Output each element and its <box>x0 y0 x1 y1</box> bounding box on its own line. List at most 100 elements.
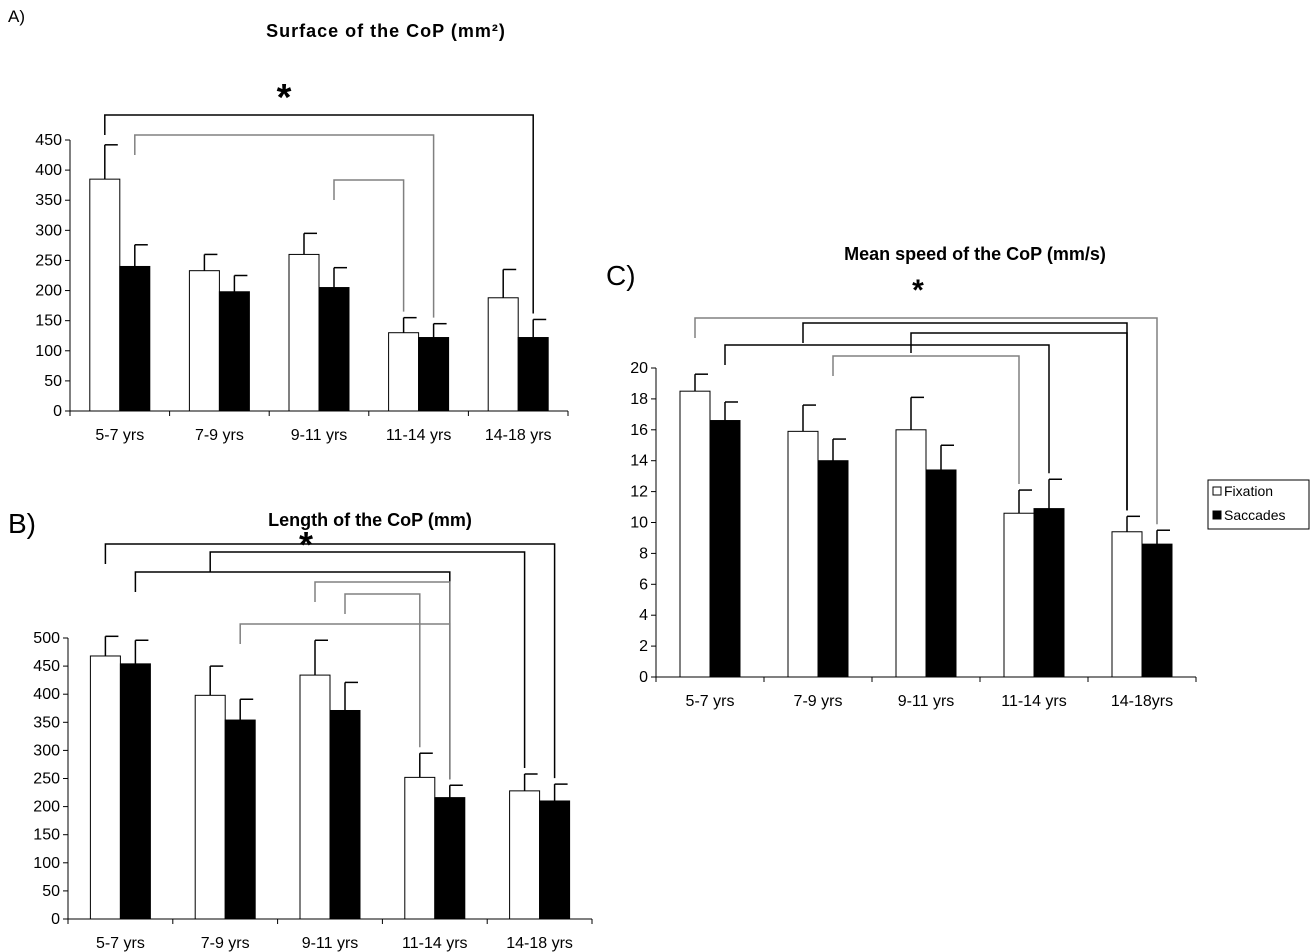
legend-swatch-saccades <box>1212 510 1222 520</box>
panel-b-y-tick-label: 250 <box>33 771 60 788</box>
panel-a-x-tick-label: 14-18 yrs <box>485 427 552 444</box>
panel-b-significance-bracket <box>239 623 451 780</box>
panel-c-y-tick-label: 18 <box>630 391 648 408</box>
panel-a: A) Surface of the CoP (mm²) * 0 50 100 150 2… <box>8 7 569 444</box>
panel-a-y-tick-label: 200 <box>35 283 62 300</box>
panel-c-y-tick-label: 20 <box>630 360 648 377</box>
panel-c-y-tick-label: 0 <box>639 669 648 686</box>
panel-b-y-tick-label: 400 <box>33 686 60 703</box>
panel-a-bar-fixation <box>288 253 320 412</box>
panel-b-y-tick-label: 200 <box>33 799 60 816</box>
panel-b-x-tick-label: 14-18 yrs <box>506 935 573 952</box>
panel-a-y-tick-label: 300 <box>35 222 62 239</box>
panel-a-bar-fixation <box>89 178 121 412</box>
panel-a-y-tick-label: 50 <box>44 373 62 390</box>
panel-b-x-tick-label: 7-9 yrs <box>201 935 250 952</box>
panel-c-bar-fixation <box>1003 512 1035 678</box>
panel-a-y-tick-label: 450 <box>35 132 62 149</box>
panel-b-bar-fixation <box>299 674 331 920</box>
panel-a-bar-saccades <box>218 291 250 412</box>
panel-c-bar-fixation <box>1111 531 1143 678</box>
panel-a-bar-fixation <box>388 332 420 412</box>
panel-b: B) Length of the CoP (mm) * 050100150200… <box>8 508 593 952</box>
panel-c-x-tick-label: 7-9 yrs <box>794 693 843 710</box>
panel-b-significance-bracket <box>344 593 421 748</box>
panel-a-significance-bracket <box>104 114 534 314</box>
panel-c-bar-saccades <box>1141 543 1173 678</box>
panel-a-bar-fixation <box>188 270 220 412</box>
panel-c-title: Mean speed of the CoP (mm/s) <box>844 244 1106 264</box>
panel-a-bar-fixation <box>487 297 519 412</box>
panel-a-x-tick-label: 7-9 yrs <box>195 427 244 444</box>
panel-b-bar-fixation <box>509 790 541 920</box>
panel-a-x-tick-label: 9-11 yrs <box>291 427 348 444</box>
panel-b-y-tick-label: 150 <box>33 827 60 844</box>
panel-c-x-tick-label: 14-18yrs <box>1111 693 1173 710</box>
panel-b-bar-saccades <box>119 663 151 920</box>
panel-c-significance-bracket <box>832 355 1020 485</box>
panel-b-bar-saccades <box>539 800 571 920</box>
panel-a-significance-star: * <box>277 77 292 119</box>
panel-c-bar-chart: 0 2 4 6 8 10 12 14 16 18 20 5-7 yrs 7-9 yrs 9-11 yrs 1… <box>630 317 1197 710</box>
panel-b-bar-fixation <box>404 776 436 920</box>
panel-c-y-tick-label: 16 <box>630 422 648 439</box>
panel-c-x-tick-label: 5-7 yrs <box>686 693 735 710</box>
panel-c-significance-star: * <box>912 274 924 307</box>
panel-c-bar-saccades <box>925 469 957 678</box>
panel-c-y-tick-label: 12 <box>630 484 648 501</box>
panel-c-significance-bracket <box>724 344 1050 474</box>
panel-b-bar-saccades <box>329 709 361 920</box>
panel-b-title: Length of the CoP (mm) <box>268 510 472 530</box>
panel-a-bar-saccades <box>418 337 450 412</box>
panel-b-significance-bracket <box>209 551 526 769</box>
panel-b-y-tick-label: 450 <box>33 658 60 675</box>
legend-box <box>1207 479 1310 530</box>
panel-c-bar-fixation <box>895 429 927 678</box>
legend-swatch-fixation <box>1212 486 1222 496</box>
legend-label-fixation: Fixation <box>1224 483 1273 499</box>
panel-b-y-tick-label: 300 <box>33 742 60 759</box>
panel-a-y-tick-label: 350 <box>35 192 62 209</box>
panel-b-x-tick-label: 11-14 yrs <box>402 935 468 952</box>
panel-b-bar-chart: 0 50 100 150 200 250 300 350 400 450 500 5-7 yrs 7-9… <box>33 543 593 952</box>
panel-b-y-tick-label: 0 <box>51 911 60 928</box>
panel-b-y-tick-label: 500 <box>33 630 60 647</box>
panel-c-significance-bracket <box>802 322 1128 511</box>
panel-b-label: B) <box>8 508 36 539</box>
panel-b-significance-bracket <box>134 571 451 780</box>
panel-a-bar-saccades <box>119 265 151 412</box>
panel-a-y-tick-label: 150 <box>35 313 62 330</box>
panel-b-significance-bracket <box>104 543 556 779</box>
panel-a-y-tick-label: 100 <box>35 343 62 360</box>
panel-a-y-tick-label: 400 <box>35 162 62 179</box>
panel-c-y-tick-label: 14 <box>630 453 648 470</box>
panel-c-y-tick-label: 6 <box>639 576 648 593</box>
panel-c-bar-fixation <box>787 430 819 678</box>
panel-b-bar-fixation <box>89 655 121 920</box>
panel-b-bar-fixation <box>194 694 226 920</box>
panel-a-y-tick-label: 250 <box>35 252 62 269</box>
panel-c-label: C) <box>606 260 636 291</box>
panel-b-bar-saccades <box>434 797 466 920</box>
panel-a-significance-bracket <box>134 134 435 318</box>
panel-c-y-tick-label: 10 <box>630 515 648 532</box>
panel-b-x-tick-label: 5-7 yrs <box>96 935 145 952</box>
panel-b-bar-saccades <box>224 719 256 920</box>
panel-c: C) Mean speed of the CoP (mm/s) * 0 2 4 6 8 1… <box>606 244 1197 710</box>
panel-a-x-tick-label: 5-7 yrs <box>95 427 144 444</box>
panel-a-x-tick-label: 11-14 yrs <box>386 427 452 444</box>
panel-c-significance-bracket <box>694 317 1158 525</box>
panel-c-y-tick-label: 2 <box>639 638 648 655</box>
panel-c-significance-bracket <box>910 332 1128 511</box>
legend: Fixation Saccades <box>1207 479 1310 530</box>
panel-a-bar-saccades <box>318 287 350 412</box>
panel-a-label: A) <box>8 7 25 26</box>
panel-c-y-tick-label: 8 <box>639 545 648 562</box>
panel-b-y-tick-label: 100 <box>33 855 60 872</box>
panel-c-bar-fixation <box>679 390 711 678</box>
panel-c-bar-saccades <box>1033 508 1065 678</box>
panel-b-y-tick-label: 50 <box>42 883 60 900</box>
panel-c-bar-saccades <box>709 420 741 678</box>
panel-a-bar-saccades <box>517 337 549 412</box>
panel-a-title: Surface of the CoP (mm²) <box>266 21 506 41</box>
